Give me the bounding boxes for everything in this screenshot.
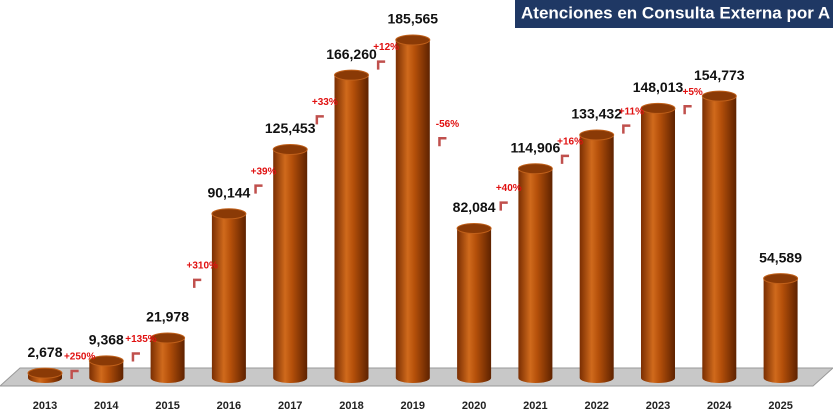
growth-label: +135% [125,334,157,345]
value-label: 82,084 [453,199,496,215]
bar [395,40,430,383]
growth-label: +12% [373,42,399,53]
bar-top [456,222,492,234]
bar-top [150,332,186,344]
bar [150,337,185,383]
growth-arrow [131,352,140,362]
x-tick-label: 2013 [33,400,57,412]
bar [579,134,614,383]
x-tick-label: 2019 [401,400,425,412]
value-label: 125,453 [265,120,316,136]
bar-top [27,367,63,379]
value-label: 148,013 [633,79,684,95]
growth-arrow [254,184,263,194]
bar-top [701,90,737,102]
growth-label: +33% [312,97,338,108]
growth-label: +16% [557,136,583,147]
value-label: 90,144 [207,185,250,201]
x-tick-label: 2017 [278,400,302,412]
x-tick-label: 2015 [155,400,179,412]
growth-arrow [315,115,324,125]
growth-arrow [438,136,447,147]
value-label: 154,773 [694,67,745,83]
bar [702,96,737,384]
growth-arrow [683,104,692,115]
bar-top [517,163,553,175]
bar-top [640,102,676,114]
x-tick-label: 2016 [217,400,241,412]
growth-label: +39% [251,166,277,177]
x-tick-label: 2020 [462,400,486,412]
bar [334,75,369,384]
value-label: 114,906 [510,139,560,155]
x-tick-label: 2025 [768,400,792,412]
value-label: 9,368 [89,332,124,348]
bar-top [211,208,247,220]
bar-top [395,34,431,46]
bar [641,108,675,383]
value-label: 54,589 [759,249,802,265]
bar [518,168,553,383]
bar-top [88,355,124,367]
value-label: 133,432 [571,106,622,122]
x-tick-label: 2018 [339,400,363,412]
growth-label: +250% [64,352,96,363]
bar [273,149,308,383]
value-label: 185,565 [387,11,438,27]
x-tick-label: 2021 [523,400,547,412]
bar-top [763,273,799,285]
growth-arrow [376,60,386,70]
x-tick-label: 2022 [584,400,608,412]
x-tick-label: 2024 [707,400,732,412]
bar-top [579,129,615,141]
growth-arrow [193,278,202,288]
bar [211,213,246,383]
bar [457,228,492,383]
x-tick-label: 2014 [94,400,119,412]
x-tick-label: 2023 [646,400,670,412]
bar-top [334,69,369,81]
growth-label: +11% [619,106,644,117]
bar [763,278,798,383]
growth-arrow [499,201,508,211]
chart-title: Atenciones en Consulta Externa por A [521,3,830,22]
growth-label: +310% [187,261,219,272]
growth-label: +5% [683,87,703,98]
value-label: 166,260 [326,46,377,62]
bar [89,360,124,383]
growth-arrow [70,369,79,380]
value-label: 2,678 [27,344,62,360]
value-label: 21,978 [146,309,189,325]
growth-arrow [622,124,631,134]
title-box [515,0,833,28]
growth-label: +40% [496,183,522,194]
growth-arrow [560,154,570,164]
bar-top [272,143,308,155]
growth-label: -56% [436,119,459,130]
